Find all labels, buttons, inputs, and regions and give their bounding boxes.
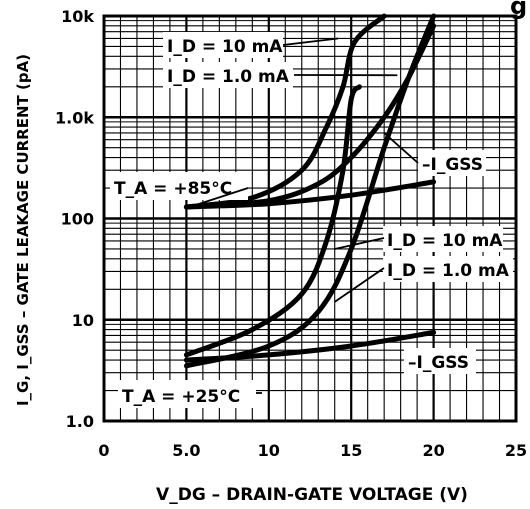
y-tick-label: 10k (61, 7, 94, 26)
annotations: I_D = 10 mA I_D = 1.0 mA T_A = +85°C –I_GSS… (110, 32, 513, 408)
y-tick-label: 1.0 (66, 412, 94, 431)
label-bg (418, 150, 486, 176)
annotation-id-10ma-top: I_D = 10 mA (167, 37, 283, 57)
y-tick-label: 1.0k (55, 108, 94, 127)
series-line (183, 13, 387, 210)
y-axis-label: I_G, I_GSS – GATE LEAKAGE CURRENT (pA) (14, 54, 32, 406)
leader-line (383, 132, 419, 164)
annotation-id-1ma-top: I_D = 1.0 mA (167, 67, 290, 87)
y-tick-label: 10 (72, 311, 94, 330)
partial-title: g (510, 0, 527, 20)
label-bg (163, 32, 283, 58)
curves (183, 13, 437, 369)
annotation-id-1ma-bottom: I_D = 1.0 mA (387, 261, 510, 281)
label-bg (383, 226, 503, 252)
leader-line (334, 237, 385, 250)
x-tick-label: 20 (422, 441, 444, 460)
annotation-igss-top: –I_GSS (422, 155, 483, 175)
annotation-id-10ma-bottom: I_D = 10 mA (387, 231, 503, 251)
annotation-ta-25: T_A = +25°C (122, 387, 240, 407)
label-bg (404, 348, 476, 374)
x-tick-label: 5.0 (172, 441, 200, 460)
series-line (183, 329, 437, 363)
series-line (183, 84, 362, 358)
series-line (183, 13, 437, 369)
x-tick-label: 25 (505, 441, 527, 460)
x-axis-label: V_DG – DRAIN-GATE VOLTAGE (V) (156, 485, 468, 505)
leader-line (282, 37, 339, 46)
label-bg (118, 380, 256, 408)
plot-frame (102, 14, 518, 423)
x-tick-label: 10 (258, 441, 280, 460)
x-tick-label: 15 (340, 441, 362, 460)
leader-line (334, 267, 385, 303)
y-tick-label: 100 (61, 210, 94, 229)
annotation-ta-85: T_A = +85°C (114, 179, 232, 199)
annotation-igss-bottom: –I_GSS (408, 353, 469, 373)
label-bg (383, 256, 513, 282)
leader-line (189, 187, 249, 208)
x-tick-label: 0 (98, 441, 109, 460)
label-bg (163, 62, 293, 88)
series-line (183, 179, 437, 210)
tick-labels: 0 5.0 10 15 20 25 1.0 10 100 1.0k 10k (55, 7, 527, 460)
